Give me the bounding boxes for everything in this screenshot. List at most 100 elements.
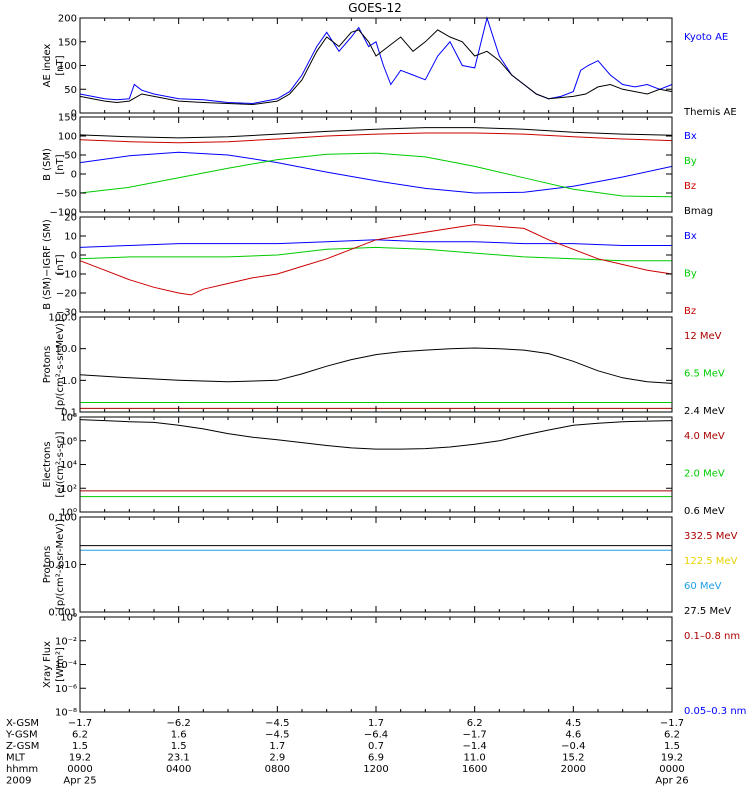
ephemeris-value-5-0: Apr 25: [63, 776, 96, 787]
legend-entry-protons_high-2: 60 MeV: [684, 581, 722, 592]
legend-entry-b-3: Bmag: [684, 206, 713, 217]
ephemeris-value-2-4: −1.4: [463, 741, 487, 752]
y-tick-label-electrons-4: 10⁸: [60, 413, 77, 424]
ephemeris-value-1-0: 6.2: [72, 730, 88, 741]
y-tick-label-ae-4: 200: [58, 14, 77, 25]
y-axis-label-dbsm-1: [nT]: [55, 254, 66, 274]
legend-entry-dbsm-2: Bz: [684, 306, 696, 317]
ephemeris-value-3-3: 6.9: [368, 753, 384, 764]
series-line-b-0: [79, 151, 673, 194]
panel-dbsm: Bx By Bz −30 −20 −10 0 10 20 B (SM)−IGRF (SM) [nT]: [42, 213, 697, 319]
legend-entry-dbsm-0: Bx: [684, 231, 697, 242]
legend-entry-protons_low-2: 2.4 MeV: [684, 406, 725, 417]
legend-entry-dbsm-1: By: [684, 269, 697, 280]
ephemeris-value-3-5: 15.2: [562, 753, 584, 764]
y-tick-label-protons_low-2: 10.0: [55, 344, 77, 355]
legend-entry-ae-1: Themis AE: [683, 107, 737, 118]
ephemeris-value-3-2: 2.9: [269, 753, 285, 764]
ephemeris-value-2-0: 1.5: [72, 741, 88, 752]
y-tick-label-xray-4: 10⁰: [60, 613, 77, 624]
y-tick-label-xray-3: 10⁻²: [55, 636, 77, 647]
ephemeris-value-3-4: 11.0: [464, 753, 486, 764]
y-tick-label-ae-2: 100: [58, 61, 77, 72]
y-tick-label-ae-3: 150: [58, 37, 77, 48]
y-tick-label-protons_low-3: 100.0: [48, 313, 77, 324]
ephemeris-value-1-5: 4.6: [565, 730, 581, 741]
ephemeris-row-label-2: Z-GSM: [6, 741, 39, 752]
panel-frame: [79, 116, 673, 213]
panel-frame: [79, 516, 673, 613]
legend-entry-b-1: By: [684, 156, 697, 167]
legend-entry-electrons-1: 2.0 MeV: [684, 469, 725, 480]
ephemeris-value-0-4: 6.2: [467, 718, 483, 729]
y-tick-label-xray-0: 10⁻⁸: [55, 708, 77, 719]
legend-entry-electrons-0: 4.0 MeV: [684, 431, 725, 442]
ephemeris-value-1-2: −4.5: [265, 730, 289, 741]
series-line-dbsm-0: [79, 239, 672, 248]
y-tick-label-protons_high-1: 0.010: [48, 560, 77, 571]
legend-entry-b-2: Bz: [684, 181, 696, 192]
ephemeris-value-4-3: 1200: [363, 764, 388, 775]
ephemeris-row-label-5: 2009: [6, 776, 31, 787]
y-axis-label-xray-1: [W/m²]: [55, 647, 66, 682]
y-tick-label-protons_low-1: 1.0: [61, 376, 77, 387]
y-axis-label-protons_high-0: Protons: [42, 546, 53, 583]
y-tick-label-b-3: 50: [64, 151, 77, 162]
ephemeris-value-0-6: −1.7: [660, 718, 684, 729]
ephemeris-value-0-3: 1.7: [368, 718, 384, 729]
ephemeris-value-0-0: −1.7: [68, 718, 92, 729]
series-line-electrons-2: [79, 419, 673, 450]
panel-ae: Kyoto AE Themis AE 0 50 100 150 200 AE index [nT…: [42, 14, 737, 120]
y-tick-label-protons_high-2: 0.100: [48, 513, 77, 524]
ephemeris-value-4-5: 2000: [561, 764, 586, 775]
y-tick-label-xray-1: 10⁻⁶: [55, 684, 77, 695]
legend-entry-xray-0: 0.1–0.8 nm: [684, 631, 740, 642]
ephemeris-value-4-2: 0800: [265, 764, 290, 775]
ephemeris-value-4-6: 0000: [659, 764, 684, 775]
ephemeris-value-2-1: 1.5: [171, 741, 187, 752]
y-tick-label-electrons-1: 10²: [60, 484, 77, 495]
ephemeris-value-1-1: 1.6: [171, 730, 187, 741]
y-tick-label-b-2: 0: [71, 170, 77, 181]
series-line-b-3: [79, 127, 673, 139]
ephemeris-value-3-0: 19.2: [69, 753, 91, 764]
ephemeris-value-2-2: 1.7: [269, 741, 285, 752]
y-tick-label-dbsm-4: 10: [64, 232, 77, 243]
legend-entry-protons_low-1: 6.5 MeV: [684, 369, 725, 380]
y-axis-label-electrons-0: Electrons: [42, 441, 53, 487]
y-axis-label-protons_low-0: Protons: [42, 346, 53, 383]
legend-entry-b-0: Bx: [684, 131, 697, 142]
series-line-dbsm-1: [79, 246, 672, 262]
panel-frame: [79, 616, 673, 713]
ephemeris-value-1-3: −6.4: [364, 730, 388, 741]
panel-frame: [79, 316, 673, 413]
y-tick-label-xray-2: 10⁻⁴: [55, 660, 77, 671]
panel-frame: [79, 416, 673, 513]
ephemeris-value-2-5: −0.4: [561, 741, 585, 752]
y-tick-label-protons_low-0: 0.1: [61, 408, 77, 419]
y-axis-label-b-0: B (SM): [42, 148, 53, 181]
y-axis-label-b-1: [nT]: [55, 154, 66, 174]
legend-entry-xray-1: 0.05–0.3 nm: [684, 706, 746, 717]
y-tick-label-b-5: 150: [58, 113, 77, 124]
series-line-b-1: [79, 152, 673, 198]
ephemeris-row-label-4: hhmm: [6, 764, 38, 775]
series-line-ae-1: [79, 29, 673, 106]
y-tick-label-ae-1: 50: [64, 85, 77, 96]
panel-electrons: 4.0 MeV 2.0 MeV 0.6 MeV 10⁰ 10² 10⁴ 10⁶ 10⁸ Elec…: [42, 413, 725, 519]
panel-protons_low: 12 MeV 6.5 MeV 2.4 MeV 0.1 1.0 10.0 100.0 Proto…: [42, 313, 725, 419]
y-axis-label-ae-0: AE index: [42, 44, 53, 88]
ephemeris-value-4-4: 1600: [462, 764, 487, 775]
ephemeris-value-0-2: −4.5: [265, 718, 289, 729]
ephemeris-value-0-5: 4.5: [565, 718, 581, 729]
y-tick-label-protons_high-0: 0.001: [48, 608, 77, 619]
panel-protons_high: 332.5 MeV 122.5 MeV 60 MeV 27.5 MeV 0.001 0.0…: [42, 513, 738, 619]
y-tick-label-electrons-0: 10⁰: [60, 508, 77, 519]
panel-frame: [79, 216, 673, 313]
y-tick-label-dbsm-1: −20: [56, 289, 77, 300]
legend-entry-protons_low-0: 12 MeV: [684, 331, 722, 342]
y-tick-label-dbsm-3: 0: [71, 251, 77, 262]
y-axis-label-xray-0: Xray Flux: [42, 641, 53, 688]
series-line-dbsm-2: [79, 224, 673, 296]
